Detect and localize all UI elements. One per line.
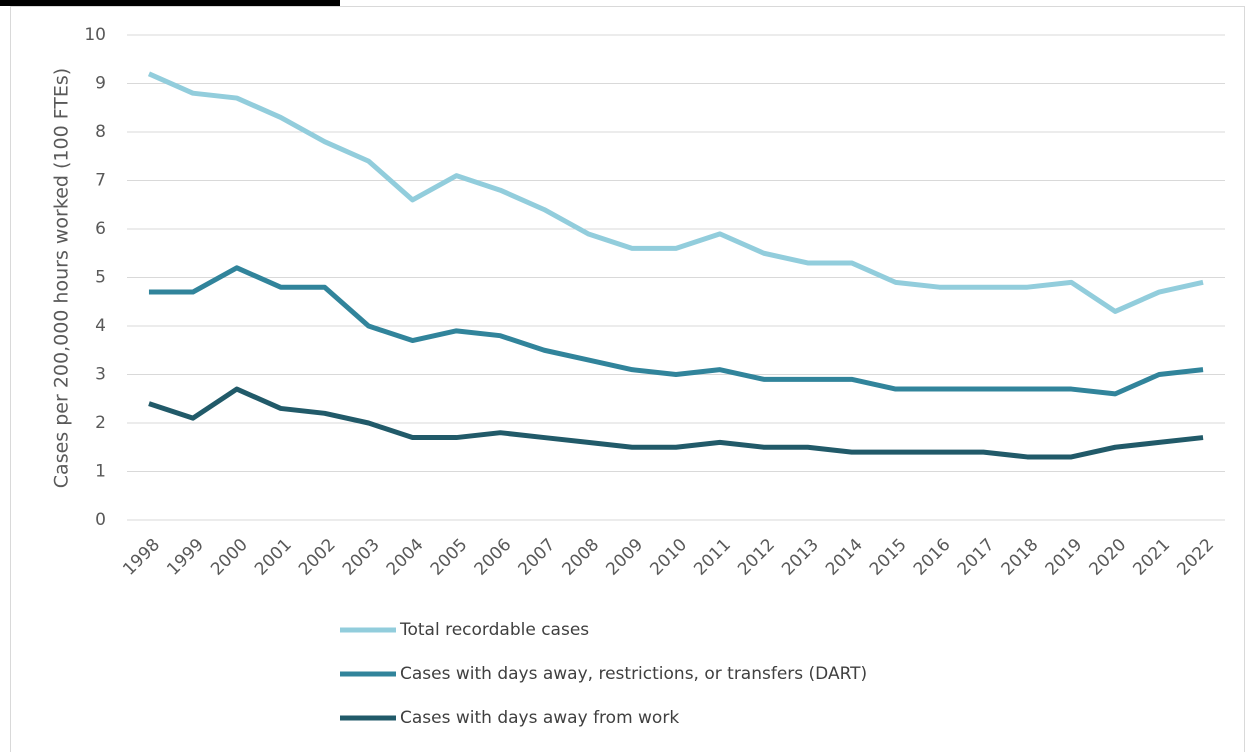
redaction-bar xyxy=(0,0,340,6)
x-tick-label: 2004 xyxy=(383,535,428,580)
x-tick-label: 2014 xyxy=(822,535,867,580)
series-line xyxy=(148,386,1204,460)
x-tick-label: 2007 xyxy=(515,535,560,580)
x-tick-label: 1998 xyxy=(119,535,164,580)
x-tick-label: 2019 xyxy=(1042,535,1087,580)
series-line xyxy=(147,71,1204,314)
x-tick-label: 1999 xyxy=(163,535,208,580)
chart-border xyxy=(10,6,1245,752)
y-axis-label: Cases per 200,000 hours worked (100 FTEs… xyxy=(51,68,73,488)
x-tick-label: 2020 xyxy=(1086,535,1131,580)
x-tick-label: 2011 xyxy=(690,535,735,580)
x-tick-label: 2010 xyxy=(646,535,691,580)
x-tick-label: 2008 xyxy=(558,535,603,580)
x-tick-label: 2016 xyxy=(910,535,955,580)
x-tick-label: 2001 xyxy=(251,535,296,580)
x-tick-label: 2003 xyxy=(339,535,384,580)
y-tick-label: 4 xyxy=(95,316,106,336)
legend-label: Total recordable cases xyxy=(399,620,589,640)
x-tick-label: 2013 xyxy=(778,535,823,580)
x-tick-label: 2009 xyxy=(602,535,647,580)
y-tick-label: 8 xyxy=(95,122,106,142)
y-tick-label: 6 xyxy=(95,219,106,239)
x-tick-label: 2022 xyxy=(1173,535,1218,580)
legend-label: Cases with days away, restrictions, or t… xyxy=(400,664,867,684)
x-tick-label: 2015 xyxy=(866,535,911,580)
x-tick-label: 2018 xyxy=(998,535,1043,580)
y-tick-label: 3 xyxy=(95,365,106,385)
series-line xyxy=(148,265,1204,397)
y-tick-label: 7 xyxy=(95,171,106,191)
x-tick-label: 2002 xyxy=(295,535,340,580)
y-tick-label: 5 xyxy=(95,268,106,288)
legend-label: Cases with days away from work xyxy=(400,708,679,728)
y-tick-label: 10 xyxy=(84,25,106,45)
x-tick-label: 2005 xyxy=(427,535,472,580)
x-tick-label: 2006 xyxy=(471,535,516,580)
x-tick-label: 2017 xyxy=(954,535,999,580)
x-tick-label: 2000 xyxy=(207,535,252,580)
y-tick-label: 2 xyxy=(95,413,106,433)
x-tick-label: 2012 xyxy=(734,535,779,580)
x-tick-label: 2021 xyxy=(1129,535,1174,580)
y-tick-label: 9 xyxy=(95,74,106,94)
y-tick-label: 0 xyxy=(95,510,106,530)
y-tick-label: 1 xyxy=(95,462,106,482)
